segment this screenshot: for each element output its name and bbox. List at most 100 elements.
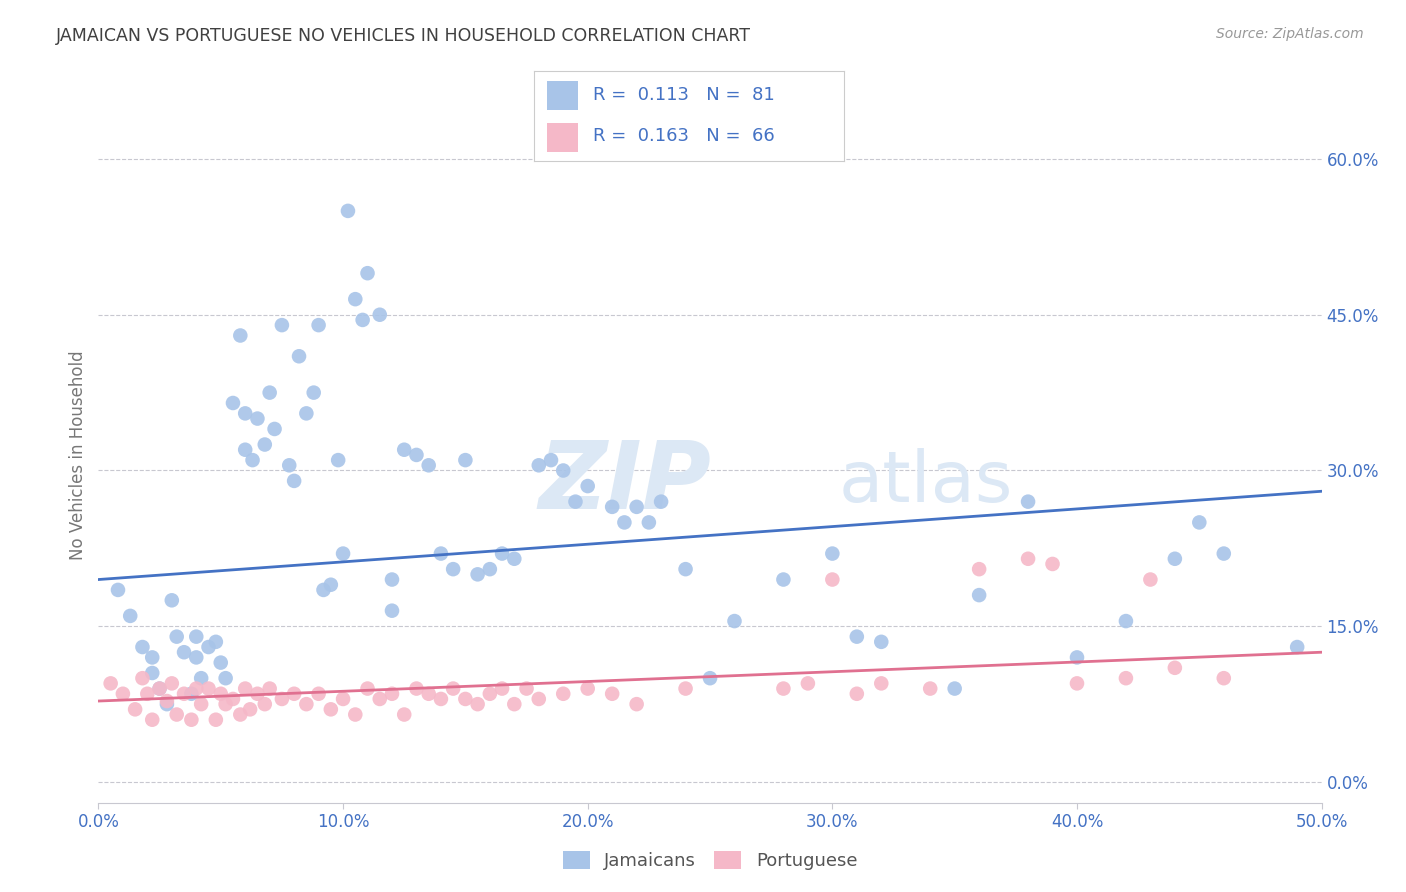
Point [576, 681, 599, 696]
Point [120, 608, 142, 623]
Point [186, 630, 208, 644]
Bar [547, 81, 578, 110]
Point [205, 635, 228, 649]
Point [283, 687, 305, 701]
Point [136, 687, 159, 701]
Point [270, 692, 294, 706]
Point [344, 707, 367, 722]
Point [772, 681, 794, 696]
Point [352, 313, 374, 327]
Y-axis label: No Vehicles in Household: No Vehicles in Household [69, 350, 87, 560]
Point [131, 640, 153, 654]
Point [675, 681, 697, 696]
Point [246, 687, 269, 701]
Point [1212, 671, 1234, 685]
Point [454, 453, 477, 467]
Point [173, 645, 195, 659]
Point [503, 551, 526, 566]
Point [295, 406, 318, 420]
Point [190, 671, 212, 685]
Point [1017, 494, 1039, 508]
Point [214, 671, 236, 685]
Point [392, 442, 416, 457]
Point [214, 697, 236, 711]
Text: Source: ZipAtlas.com: Source: ZipAtlas.com [1216, 27, 1364, 41]
Point [205, 713, 228, 727]
Point [368, 308, 391, 322]
Point [141, 713, 163, 727]
Point [222, 692, 245, 706]
Point [180, 687, 202, 701]
Point [1286, 640, 1309, 654]
Point [246, 411, 269, 425]
Point [233, 406, 256, 420]
Point [308, 318, 330, 332]
Point [553, 687, 575, 701]
Point [600, 687, 623, 701]
Point [821, 547, 844, 561]
Point [392, 707, 416, 722]
Point [283, 474, 305, 488]
Point [332, 547, 354, 561]
Point [441, 681, 464, 696]
Point [368, 692, 391, 706]
Point [259, 385, 281, 400]
Point [626, 500, 648, 514]
Point [149, 681, 172, 696]
Point [503, 697, 526, 711]
Bar [547, 123, 578, 152]
Point [166, 630, 188, 644]
Point [967, 562, 990, 576]
Point [418, 687, 440, 701]
Point [1188, 516, 1211, 530]
Point [312, 582, 335, 597]
Point [1115, 671, 1137, 685]
Point [328, 453, 350, 467]
Point [141, 665, 163, 680]
Point [1066, 650, 1088, 665]
Point [111, 687, 134, 701]
Point [209, 687, 232, 701]
Text: R =  0.113   N =  81: R = 0.113 N = 81 [593, 87, 775, 104]
Point [478, 562, 501, 576]
Point [527, 692, 550, 706]
Point [319, 578, 342, 592]
Point [107, 582, 129, 597]
Point [1164, 661, 1187, 675]
Point [356, 266, 378, 280]
Point [156, 697, 179, 711]
Point [131, 671, 153, 685]
Point [454, 692, 477, 706]
Point [253, 437, 276, 451]
Point [222, 396, 245, 410]
Point [253, 697, 276, 711]
Text: R =  0.163   N =  66: R = 0.163 N = 66 [593, 127, 775, 145]
Point [870, 676, 893, 690]
Point [356, 681, 378, 696]
Point [467, 567, 489, 582]
Point [263, 422, 285, 436]
Point [180, 713, 202, 727]
Point [1139, 573, 1161, 587]
Point [723, 614, 745, 628]
Point [141, 650, 163, 665]
Point [1042, 557, 1064, 571]
Point [160, 676, 183, 690]
Point [478, 687, 501, 701]
Point [233, 442, 256, 457]
Point [870, 635, 893, 649]
Point [920, 681, 942, 696]
Point [233, 681, 256, 696]
Point [967, 588, 990, 602]
Point [564, 494, 586, 508]
Point [186, 681, 208, 696]
Point [160, 593, 183, 607]
Point [626, 697, 648, 711]
Point [381, 687, 404, 701]
Point [1212, 547, 1234, 561]
Point [209, 656, 232, 670]
Point [197, 681, 219, 696]
Point [797, 676, 820, 690]
Point [405, 448, 427, 462]
Point [190, 697, 212, 711]
